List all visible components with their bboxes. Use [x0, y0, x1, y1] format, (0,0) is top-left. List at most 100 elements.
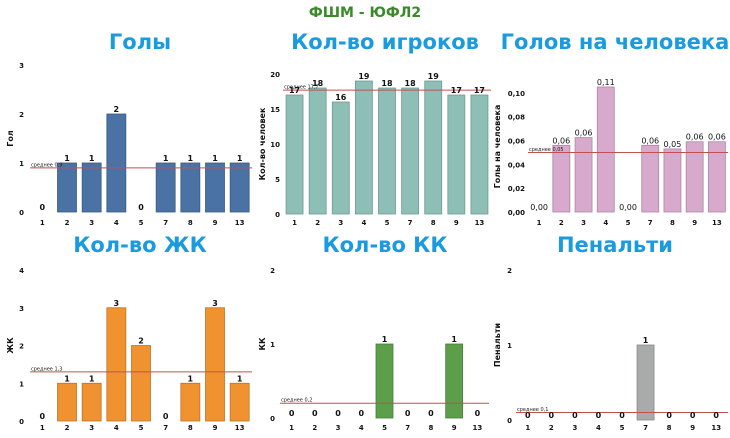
x-tick-label: 7	[648, 219, 653, 227]
y-axis-label: Кол-во человек	[258, 107, 267, 180]
x-tick-label: 5	[139, 424, 144, 432]
y-tick-label: 2	[19, 111, 24, 119]
data-label: 1	[382, 335, 388, 344]
y-tick-label: 0	[270, 415, 275, 423]
bar	[285, 94, 304, 215]
bar	[596, 86, 615, 213]
x-tick-label: 1	[40, 424, 45, 432]
data-label: 19	[428, 72, 440, 81]
bar	[424, 80, 443, 215]
x-tick-label: 4	[596, 424, 601, 432]
bar	[447, 94, 466, 215]
x-tick-label: 13	[712, 219, 722, 227]
y-tick-label: 1	[507, 342, 512, 350]
data-label: 16	[335, 93, 347, 102]
data-label: 1	[188, 374, 194, 383]
x-tick-label: 8	[431, 219, 436, 227]
data-label: 1	[64, 374, 70, 383]
x-tick-label: 13	[235, 219, 245, 227]
bar	[205, 307, 225, 422]
data-label: 0	[312, 409, 318, 418]
bar	[663, 148, 682, 213]
x-tick-label: 3	[581, 219, 586, 227]
data-label: 1	[237, 374, 243, 383]
y-tick-label: 0,10	[508, 90, 525, 98]
bar	[180, 162, 201, 213]
data-label: 1	[163, 154, 169, 163]
data-label: 18	[405, 79, 417, 88]
data-label: 0,00	[619, 203, 637, 212]
data-label: 0	[428, 409, 434, 418]
data-label: 0	[619, 411, 625, 420]
data-label: 18	[312, 79, 324, 88]
y-tick-label: 0,08	[508, 114, 525, 122]
chart-goals-per-player: Голы на человека 0,00 0,02 0,04 0,06 0,08 0,10…	[493, 78, 728, 227]
y-axis-label: ЖК	[6, 337, 15, 354]
data-label: 1	[643, 336, 649, 345]
x-tick-label: 9	[452, 424, 457, 432]
data-label: 18	[381, 79, 393, 88]
data-label: 2	[114, 105, 120, 114]
bar	[81, 162, 102, 213]
x-tick-label: 9	[692, 219, 697, 227]
x-tick-label: 2	[312, 424, 317, 432]
bar	[552, 144, 571, 213]
x-tick-label: 9	[213, 219, 218, 227]
x-tick-label: 9	[690, 424, 695, 432]
chart-title-goals-per-player: Голов на человека	[500, 30, 730, 54]
y-tick-label: 15	[270, 106, 280, 114]
bar	[641, 144, 660, 213]
chart-goals: Гол 0 1 2 3 среднее 0,9 0 1 1 2 0 1 1 1 1 1 2 3 4 5 7 8 9 13	[6, 62, 252, 227]
y-tick-label: 4	[19, 267, 24, 275]
x-tick-label: 1	[525, 424, 530, 432]
data-label: 0,06	[575, 129, 593, 138]
x-tick-label: 3	[89, 424, 94, 432]
data-label: 0	[596, 411, 602, 420]
y-axis-label: КК	[258, 337, 267, 351]
y-tick-label: 1	[270, 341, 275, 349]
x-tick-label: 4	[603, 219, 608, 227]
y-axis-label: Пенальти	[493, 323, 502, 367]
bar	[636, 344, 655, 421]
chart-title-yellow-cards: Кол-во ЖК	[73, 233, 207, 257]
average-label: среднее 17,7	[284, 85, 319, 91]
data-label: 1	[237, 154, 243, 163]
bar	[57, 162, 77, 213]
bar	[685, 141, 704, 213]
x-tick-label: 5	[382, 424, 387, 432]
y-tick-label: 2	[19, 343, 24, 351]
x-tick-label: 8	[188, 219, 193, 227]
x-tick-label: 8	[188, 424, 193, 432]
bar	[470, 94, 489, 215]
data-label: 0	[525, 411, 531, 420]
x-tick-label: 2	[549, 424, 554, 432]
data-label: 0	[40, 412, 46, 421]
bar	[106, 113, 127, 213]
y-tick-label: 5	[275, 176, 280, 184]
average-label: среднее 0,2	[281, 398, 312, 404]
x-tick-label: 5	[385, 219, 390, 227]
data-label: 0	[475, 409, 481, 418]
x-tick-label: 4	[359, 424, 364, 432]
x-tick-label: 5	[139, 219, 144, 227]
y-tick-label: 1	[19, 380, 24, 388]
bar	[57, 382, 77, 422]
data-label: 0,06	[708, 133, 726, 142]
x-tick-label: 7	[405, 424, 410, 432]
bar	[401, 87, 420, 215]
data-label: 1	[89, 374, 95, 383]
x-tick-label: 2	[559, 219, 564, 227]
data-label: 0	[713, 411, 719, 420]
y-tick-label: 0,04	[508, 161, 525, 169]
data-label: 2	[138, 337, 144, 346]
data-label: 0	[358, 409, 364, 418]
bar	[81, 382, 102, 422]
data-label: 0	[549, 411, 555, 420]
x-tick-label: 2	[65, 219, 70, 227]
bar	[229, 382, 250, 422]
x-tick-label: 3	[572, 424, 577, 432]
